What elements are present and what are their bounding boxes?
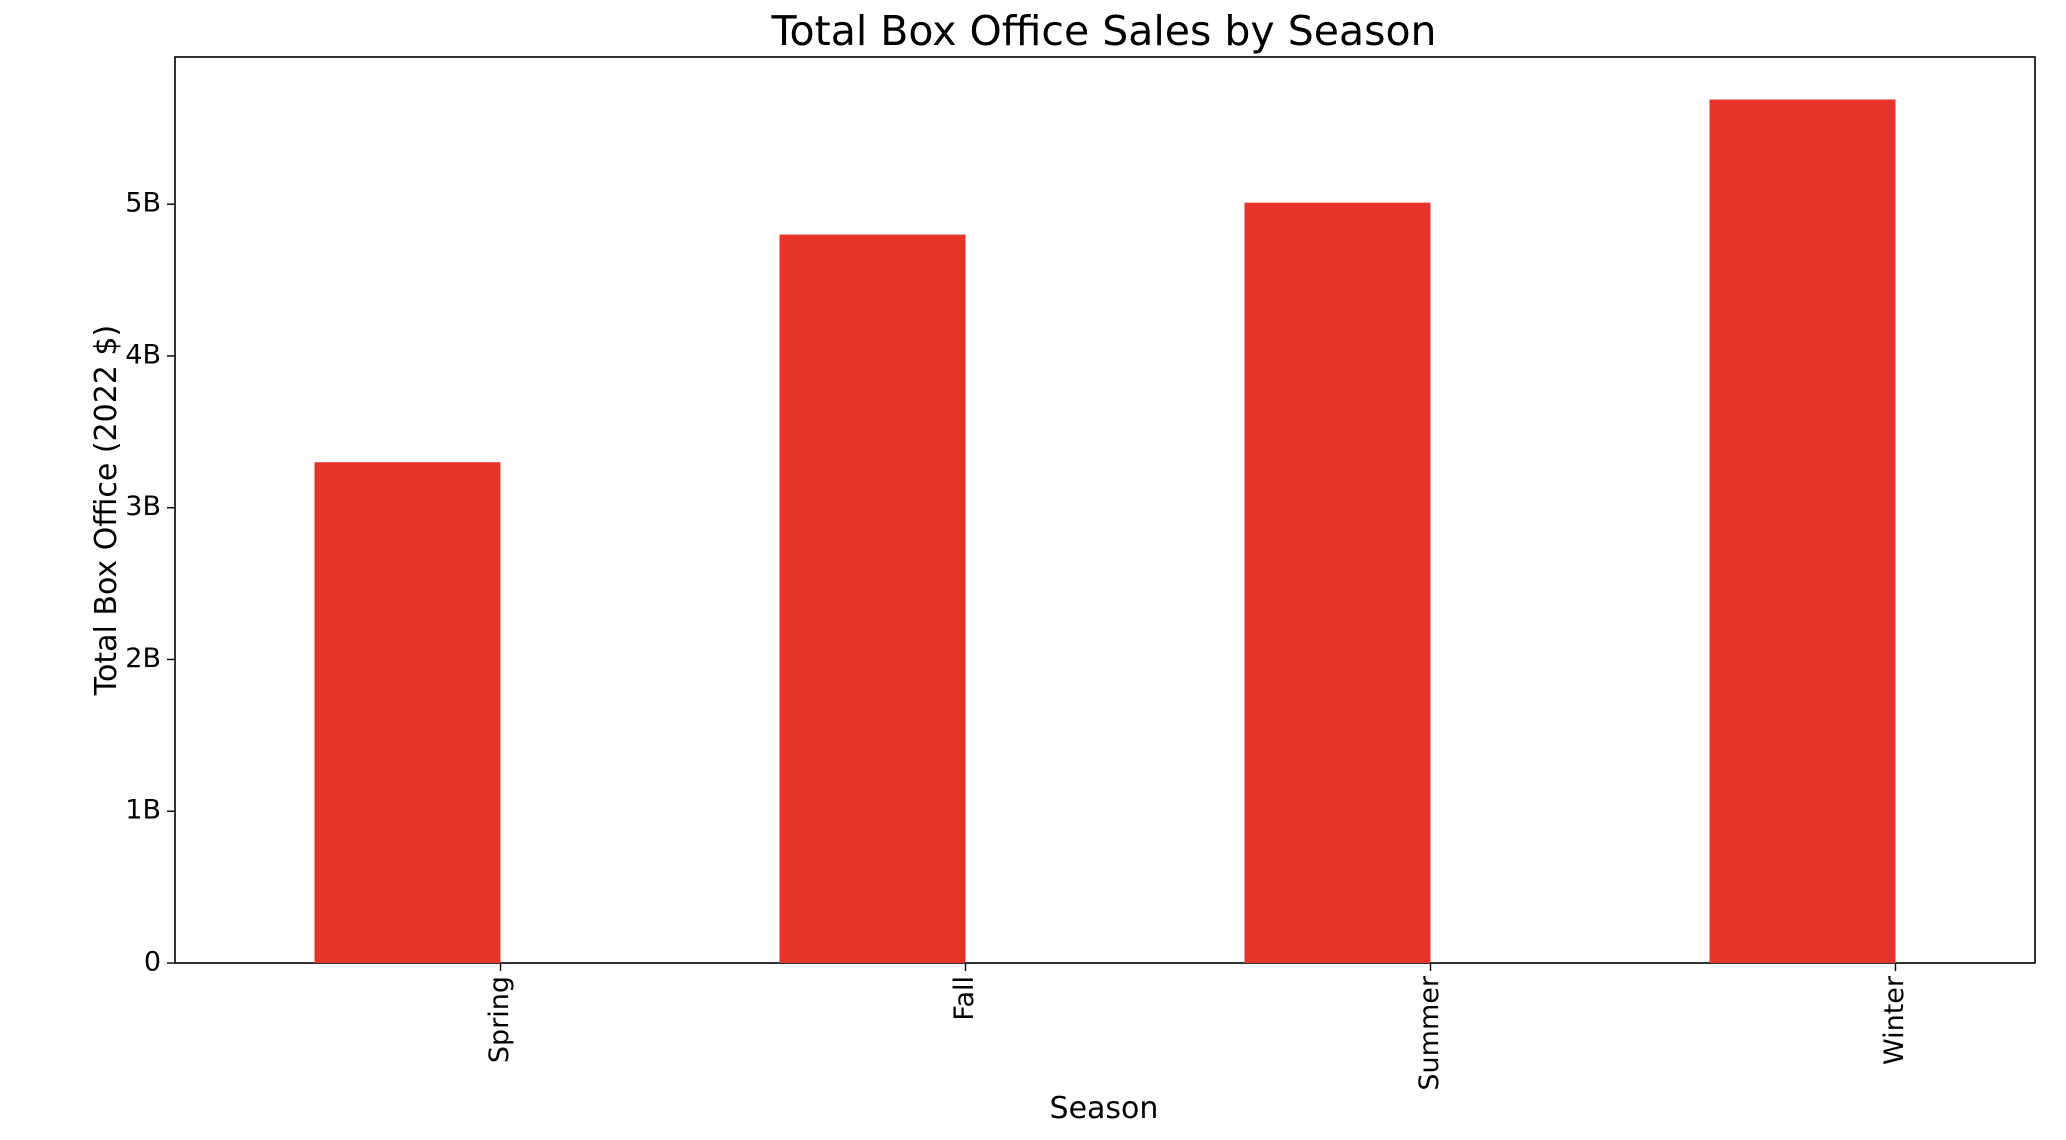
y-tick-label-0: 0 [144,947,161,978]
y-tick-label-2: 2B [125,643,161,674]
x-tick-label-fall: Fall [949,976,980,1021]
chart-title: Total Box Office Sales by Season [770,7,1436,55]
x-axis-label: Season [1050,1091,1159,1126]
bar-winter [1709,99,1896,964]
x-tick-label-winter: Winter [1879,975,1910,1065]
y-tick-label-3: 3B [125,491,161,522]
y-axis-label: Total Box Office (2022 $) [89,325,124,696]
x-tick-label-summer: Summer [1414,975,1445,1090]
y-tick-label-5: 5B [125,188,161,219]
bar-fall [779,234,966,963]
bars-group [314,99,1896,964]
x-axis-ticks: Spring Fall Summer Winter [484,963,1910,1091]
bar-summer [1244,202,1431,963]
y-tick-label-4: 4B [125,339,161,370]
bar-spring [314,462,501,963]
y-tick-label-1: 1B [125,795,161,826]
x-tick-label-spring: Spring [484,976,515,1063]
y-axis-ticks: 0 1B 2B 3B 4B 5B [125,188,175,978]
